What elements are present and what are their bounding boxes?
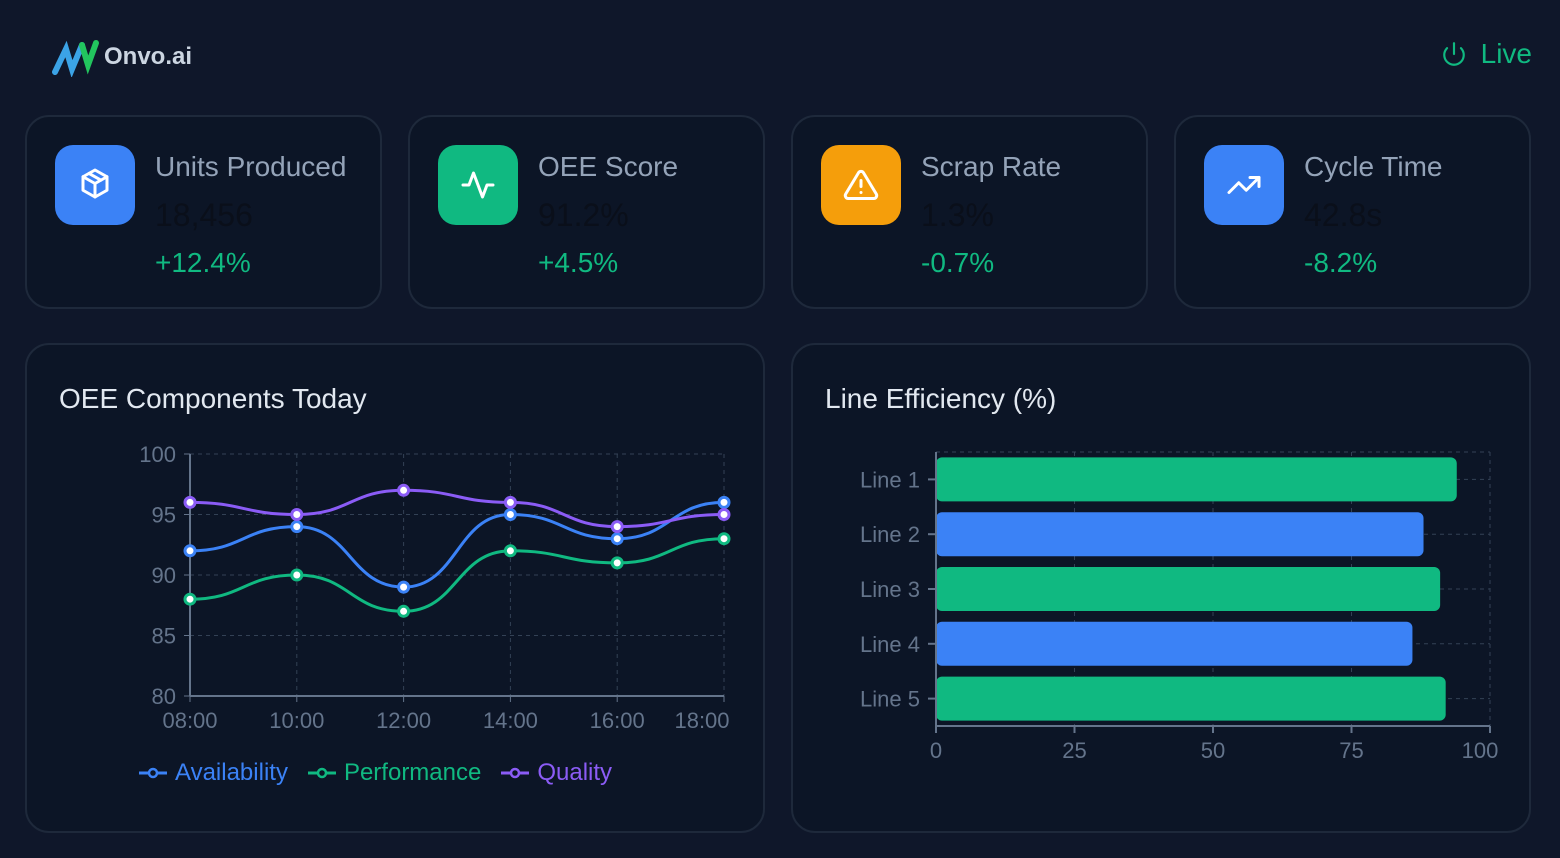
bar-line-4 [936,621,1413,666]
live-label: Live [1480,38,1532,69]
logo-icon [52,40,99,77]
legend-line-icon [139,767,167,779]
x-tick-label: 16:00 [590,708,645,733]
bar-line-3 [936,567,1441,611]
data-point [717,508,731,521]
y-tick-label: 90 [152,563,176,588]
legend-item-availability[interactable]: Availability [139,759,288,787]
kpi-change: +12.4% [155,247,251,278]
kpi-card-cycle-time: Cycle Time 42.8s -8.2% [1174,115,1531,309]
series-line-quality [189,488,725,529]
x-tick-label: 25 [1062,738,1086,763]
data-point [610,556,624,570]
data-point [397,483,411,497]
kpi-change: -0.7% [921,247,995,278]
kpi-change: -8.2% [1304,247,1378,278]
chart-legend: Availability Performance Quality [139,759,612,787]
x-tick-label: 50 [1201,738,1225,763]
power-icon [1442,42,1465,66]
kpi-card-scrap-rate: Scrap Rate 1.3% -0.7% [791,115,1148,309]
panel-title: Line Efficiency (%) [825,383,1057,414]
x-tick-label: 14:00 [483,708,538,733]
data-point [397,580,411,594]
kpi-card-oee-score: OEE Score 91.2% +4.5% [408,115,765,309]
kpi-icon-box [438,145,518,225]
x-tick-label: 18:00 [674,708,729,733]
x-tick-label: 10:00 [269,708,324,733]
y-tick-label: 80 [152,684,176,709]
brand-logo[interactable]: Onvo.ai [26,36,218,78]
x-tick-label: 12:00 [376,708,431,733]
data-point [717,532,731,546]
legend-line-icon [307,767,336,779]
kpi-icon-box [55,145,135,225]
y-tick-label: Line 2 [860,522,920,547]
data-point [503,508,517,521]
y-tick-label: Line 4 [860,632,920,657]
data-point [717,495,731,509]
x-tick-label: 75 [1339,738,1363,763]
trending-up-icon [1227,176,1261,194]
kpi-icon-box [1204,145,1284,225]
data-point [610,532,624,546]
data-point [503,544,517,558]
y-tick-label: 95 [152,503,176,528]
line-efficiency-panel: Line Efficiency (%) 0 25 50 75 100 Line 1 Line… [791,343,1531,833]
x-tick-label: 100 [1462,738,1499,763]
data-point [290,568,304,582]
y-tick-label: Line 3 [860,577,920,602]
data-point [183,544,197,558]
x-tick-label: 0 [930,738,942,763]
series-line-availability [189,500,725,589]
kpi-value: 1.3% [921,197,994,233]
y-tick-label: 85 [152,624,176,649]
legend-item-performance[interactable]: Performance [307,759,482,787]
live-status[interactable]: Live [1441,38,1532,70]
kpi-label: OEE Score [538,151,679,182]
data-point [610,520,624,534]
oee-line-chart: 80 85 90 95 100 08:00 10:00 12:00 14:00 16:00 18:0… [139,442,731,733]
box-icon [81,168,109,199]
y-tick-label: Line 5 [860,687,920,712]
bar-line-5 [936,676,1446,721]
kpi-label: Scrap Rate [921,151,1062,182]
kpi-value: 42.8s [1304,197,1383,233]
data-point [290,508,304,521]
kpi-icon-box [821,145,901,225]
activity-icon [461,171,495,199]
legend-label: Quality [537,759,613,786]
legend-label: Availability [175,759,288,786]
series-line-performance [189,537,725,613]
y-tick-label: Line 1 [860,467,920,492]
bar-line-2 [936,512,1424,557]
line-efficiency-bar-chart: 0 25 50 75 100 Line 1 Line 2 Line 3 Line 4 Line 5 [860,451,1499,763]
x-tick-label: 08:00 [162,708,217,733]
data-point [503,495,517,509]
kpi-card-units-produced: Units Produced 18,456 +12.4% [25,115,382,309]
data-point [290,520,304,534]
legend-item-quality[interactable]: Quality [501,759,612,787]
oee-components-panel: OEE Components Today 80 85 90 95 100 08:00 10:… [25,343,765,833]
kpi-label: Cycle Time [1304,151,1443,182]
data-point [397,604,411,618]
bar-line-1 [936,457,1457,502]
data-point [183,592,197,606]
kpi-value: 18,456 [155,197,253,233]
panel-title: OEE Components Today [59,383,367,414]
data-point [183,495,197,509]
legend-line-icon [501,767,530,779]
warning-icon [843,169,879,200]
legend-label: Performance [343,759,482,786]
kpi-label: Units Produced [155,151,347,182]
kpi-value: 91.2% [538,197,629,233]
brand-name: Onvo.ai [104,43,193,70]
y-tick-label: 100 [139,442,176,467]
kpi-change: +4.5% [538,247,619,278]
